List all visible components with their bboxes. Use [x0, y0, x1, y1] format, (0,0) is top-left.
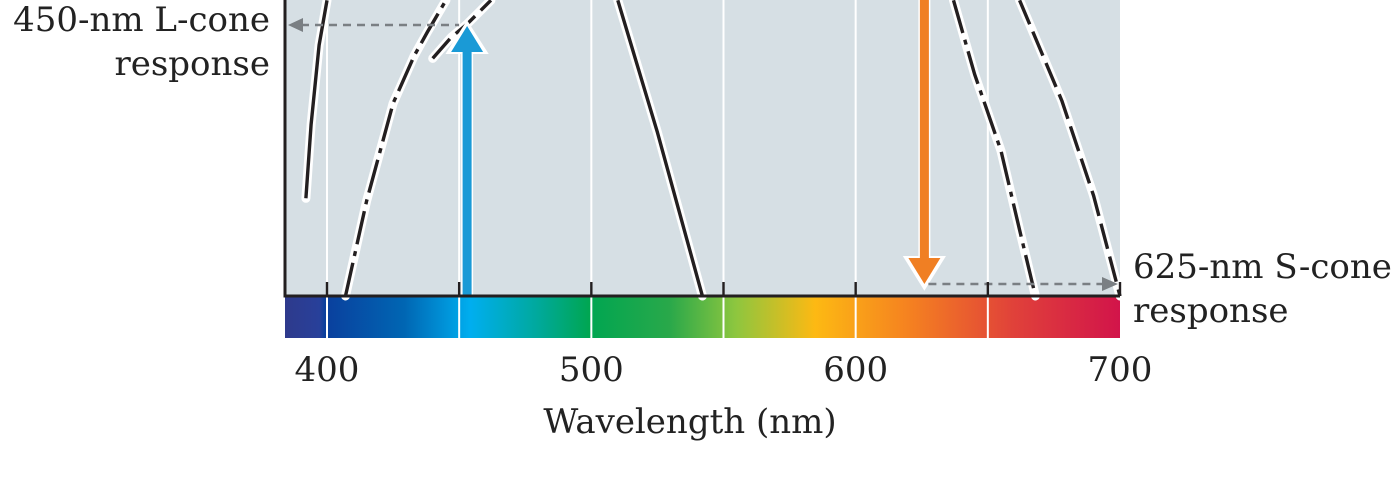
left-annotation-line1: 450-nm L-cone	[13, 0, 270, 40]
left-annotation-line2: response	[114, 44, 270, 84]
plot-area	[285, 0, 1120, 296]
curve-4	[616, 0, 705, 297]
x-tick-label-600: 600	[823, 350, 889, 390]
readout-arrowhead-s-cone	[1102, 277, 1118, 291]
left-annotation: 450-nm L-cone response	[0, 0, 270, 86]
stimulus-arrowhead-up	[451, 26, 484, 52]
right-annotation-line1: 625-nm S-cone	[1133, 247, 1392, 287]
stimulus-arrow-down	[919, 0, 929, 260]
curve-2	[343, 0, 448, 297]
readout-arrowhead-l-cone	[288, 18, 303, 32]
x-tick-label-500: 500	[558, 350, 624, 390]
curve-1	[304, 0, 329, 199]
x-tick-label-700: 700	[1087, 350, 1153, 390]
curve-5-halo	[949, 0, 1040, 301]
spectrum-band	[285, 296, 1120, 338]
x-tick-label-400: 400	[294, 350, 360, 390]
curve-6	[1018, 0, 1122, 297]
x-axis-label: Wavelength (nm)	[543, 402, 837, 442]
right-annotation: 625-nm S-cone response	[1133, 245, 1398, 333]
stimulus-arrowhead-down	[908, 258, 941, 284]
right-annotation-line2: response	[1133, 291, 1289, 331]
stimulus-arrow-up	[462, 48, 472, 296]
